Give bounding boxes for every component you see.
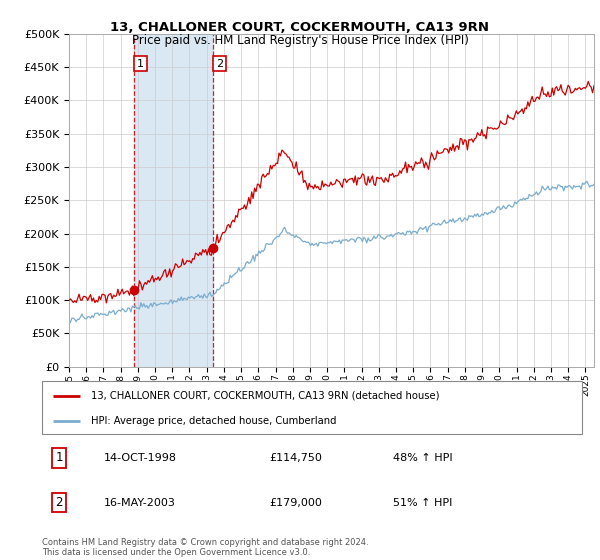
Text: 2: 2 <box>215 59 223 68</box>
Text: 48% ↑ HPI: 48% ↑ HPI <box>393 453 452 463</box>
Text: £114,750: £114,750 <box>269 453 322 463</box>
FancyBboxPatch shape <box>42 381 582 434</box>
Text: 51% ↑ HPI: 51% ↑ HPI <box>393 498 452 507</box>
Text: 13, CHALLONER COURT, COCKERMOUTH, CA13 9RN (detached house): 13, CHALLONER COURT, COCKERMOUTH, CA13 9… <box>91 391 439 401</box>
Text: 1: 1 <box>137 59 144 68</box>
Text: 1: 1 <box>56 451 63 464</box>
Text: 2: 2 <box>56 496 63 509</box>
Bar <box>134 34 213 367</box>
Text: Price paid vs. HM Land Registry's House Price Index (HPI): Price paid vs. HM Land Registry's House … <box>131 34 469 46</box>
Text: 16-MAY-2003: 16-MAY-2003 <box>104 498 176 507</box>
Text: Contains HM Land Registry data © Crown copyright and database right 2024.
This d: Contains HM Land Registry data © Crown c… <box>42 538 368 557</box>
Text: 13, CHALLONER COURT, COCKERMOUTH, CA13 9RN: 13, CHALLONER COURT, COCKERMOUTH, CA13 9… <box>110 21 490 34</box>
Text: 14-OCT-1998: 14-OCT-1998 <box>104 453 177 463</box>
Text: HPI: Average price, detached house, Cumberland: HPI: Average price, detached house, Cumb… <box>91 416 336 426</box>
Text: £179,000: £179,000 <box>269 498 322 507</box>
